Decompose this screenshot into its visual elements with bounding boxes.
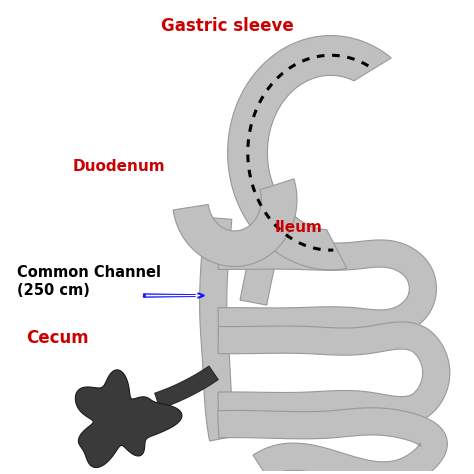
Polygon shape <box>218 408 447 474</box>
Polygon shape <box>228 36 391 270</box>
Polygon shape <box>240 255 276 305</box>
Polygon shape <box>75 370 182 467</box>
Polygon shape <box>155 366 218 409</box>
Polygon shape <box>173 179 297 266</box>
Text: Ileum: Ileum <box>274 220 322 235</box>
Polygon shape <box>200 217 236 441</box>
Polygon shape <box>218 240 437 337</box>
Text: Gastric sleeve: Gastric sleeve <box>161 17 294 35</box>
Polygon shape <box>218 322 450 424</box>
Text: Duodenum: Duodenum <box>73 159 166 174</box>
Text: Cecum: Cecum <box>26 328 89 346</box>
Text: Common Channel
(250 cm): Common Channel (250 cm) <box>17 265 161 298</box>
